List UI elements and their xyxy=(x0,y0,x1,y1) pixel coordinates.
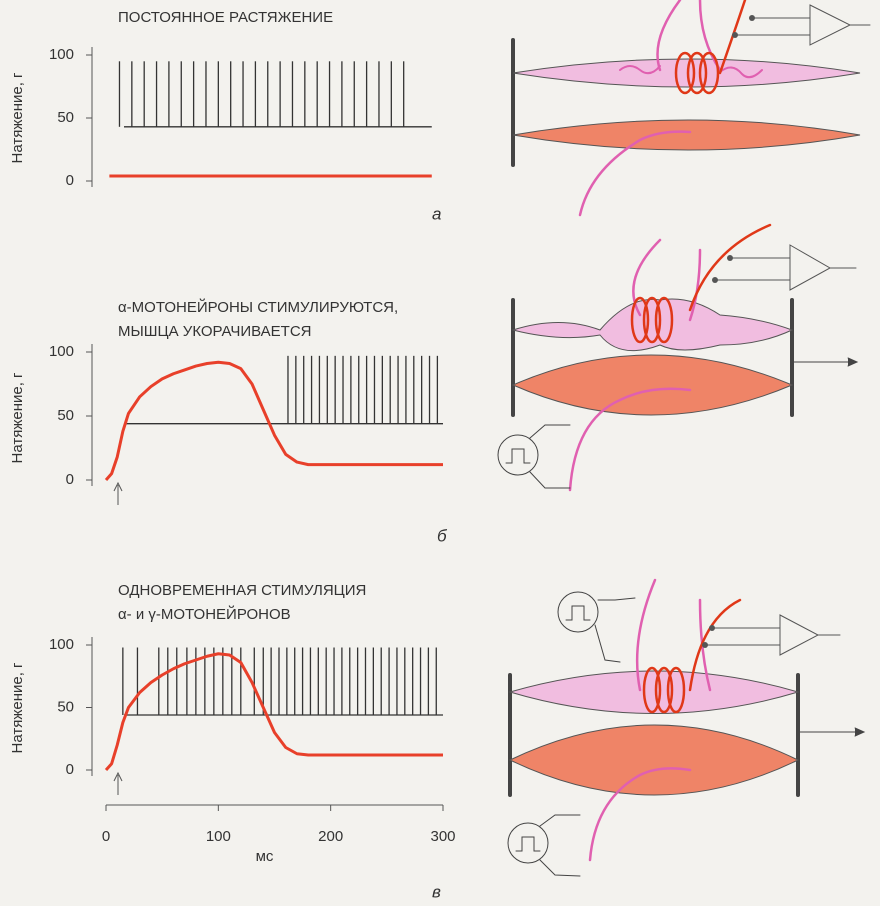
stimulus-arrow xyxy=(114,483,122,505)
panel-title: α- и γ-МОТОНЕЙРОНОВ xyxy=(118,605,291,623)
x-tick-label: 100 xyxy=(206,828,231,845)
x-tick-label: 200 xyxy=(318,828,343,845)
panel-letter: б xyxy=(437,526,448,545)
page: ПОСТОЯННОЕ РАСТЯЖЕНИЕ а Натяжение, г 0 50 100… xyxy=(0,0,880,906)
y-tick-label: 50 xyxy=(57,407,74,424)
diagrams xyxy=(498,0,870,876)
panel-letter: а xyxy=(432,204,441,223)
tension-line xyxy=(106,654,443,770)
y-axis-label: Натяжение, г xyxy=(9,662,26,754)
panel-letter: в xyxy=(432,882,441,901)
muscle-diagram-a xyxy=(513,0,870,215)
y-tick-label: 100 xyxy=(49,46,74,63)
figure: ПОСТОЯННОЕ РАСТЯЖЕНИЕ а Натяжение, г 0 50 100… xyxy=(0,0,880,906)
y-tick-label: 50 xyxy=(57,109,74,126)
y-axis-label: Натяжение, г xyxy=(9,372,26,464)
x-tick-label: 300 xyxy=(430,828,455,845)
x-axis-label: мс xyxy=(256,848,274,865)
muscle-diagram-b xyxy=(498,225,857,490)
muscle-diagram-c xyxy=(508,580,864,876)
stimulus-arrow xyxy=(114,773,122,795)
y-tick-label: 100 xyxy=(49,636,74,653)
y-tick-label: 50 xyxy=(57,698,74,715)
panel-title: α-МОТОНЕЙРОНЫ СТИМУЛИРУЮТСЯ, xyxy=(118,298,398,316)
tension-line xyxy=(106,362,443,480)
y-tick-label: 0 xyxy=(66,471,74,488)
panel-title: ПОСТОЯННОЕ РАСТЯЖЕНИЕ xyxy=(118,9,333,26)
y-tick-label: 0 xyxy=(66,761,74,778)
panel-title: МЫШЦА УКОРАЧИВАЕТСЯ xyxy=(118,323,312,340)
y-axis-label: Натяжение, г xyxy=(9,72,26,164)
x-tick-label: 0 xyxy=(102,828,110,845)
y-tick-label: 0 xyxy=(66,172,74,189)
y-tick-label: 100 xyxy=(49,343,74,360)
panel-title: ОДНОВРЕМЕННАЯ СТИМУЛЯЦИЯ xyxy=(118,582,366,599)
